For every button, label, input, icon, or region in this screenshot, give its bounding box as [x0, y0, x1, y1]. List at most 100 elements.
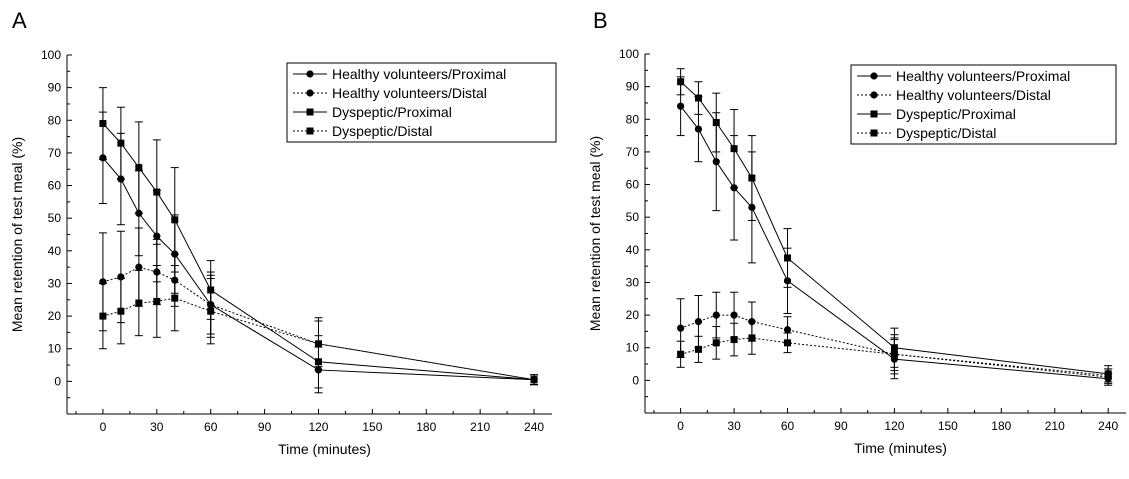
legend-marker	[306, 108, 314, 116]
y-tick-label: 10	[626, 341, 640, 355]
data-point	[530, 376, 538, 384]
y-tick-label: 70	[48, 146, 62, 160]
x-tick-label: 240	[524, 420, 544, 434]
y-tick-label: 100	[41, 48, 61, 62]
y-tick-label: 0	[54, 374, 61, 388]
series-line	[680, 81, 1109, 375]
y-tick-label: 0	[632, 373, 639, 387]
x-tick-label: 0	[100, 420, 107, 434]
x-tick-label: 240	[1098, 419, 1118, 433]
panel-b: B 0 10 20 30 40 50 60 70 80 90 100 0 30 60 90 120 150 180 2…	[587, 8, 1126, 456]
data-point	[207, 307, 215, 315]
y-tick-label: 100	[619, 47, 639, 61]
legend: Healthy volunteers/Proximal Healthy volun…	[286, 62, 557, 143]
data-point	[117, 139, 125, 147]
series-3	[98, 265, 539, 386]
data-point	[712, 339, 720, 347]
data-point	[677, 78, 685, 86]
panel-letter: B	[593, 8, 608, 33]
y-tick-label: 90	[48, 81, 62, 95]
x-tick-label: 30	[150, 420, 164, 434]
data-point	[890, 350, 898, 358]
legend-marker	[870, 72, 878, 80]
y-tick-label: 40	[48, 244, 62, 258]
y-tick-label: 50	[48, 211, 62, 225]
y-tick-label: 50	[626, 210, 640, 224]
y-tick-label: 40	[626, 243, 640, 257]
data-point	[314, 340, 322, 348]
data-point	[730, 336, 738, 344]
data-point	[694, 125, 703, 133]
legend-marker	[306, 89, 314, 97]
legend-box	[850, 64, 1117, 145]
data-point	[694, 318, 703, 326]
legend-label: Dyspeptic/Proximal	[896, 106, 1016, 122]
y-tick-label: 80	[626, 112, 640, 126]
x-axis-title: Time (minutes)	[278, 441, 371, 457]
data-point	[135, 299, 143, 307]
panel-letter: A	[12, 8, 27, 33]
data-point	[171, 294, 179, 302]
x-tick-label: 150	[938, 419, 958, 433]
data-point	[153, 297, 161, 305]
x-tick-label: 120	[884, 419, 904, 433]
y-tick-label: 30	[626, 275, 640, 289]
y-axis-title: Mean retention of test meal (%)	[587, 136, 603, 331]
legend: Healthy volunteers/Proximal Healthy volun…	[850, 64, 1117, 145]
y-tick-label: 70	[626, 145, 640, 159]
x-tick-label: 180	[991, 419, 1011, 433]
y-tick-label: 20	[626, 308, 640, 322]
x-tick-label: 90	[834, 419, 848, 433]
data-point	[694, 94, 702, 102]
data-point	[135, 164, 143, 172]
x-tick-label: 60	[204, 420, 218, 434]
data-point	[1104, 371, 1112, 379]
data-point	[99, 120, 107, 128]
data-point	[677, 350, 685, 358]
y-tick-label: 30	[48, 276, 62, 290]
legend-marker	[870, 91, 878, 99]
x-tick-label: 210	[470, 420, 490, 434]
data-point	[677, 324, 685, 332]
data-point	[784, 254, 792, 262]
legend-label: Healthy volunteers/Distal	[332, 85, 487, 101]
x-axis-title: Time (minutes)	[854, 440, 947, 456]
x-tick-label: 180	[416, 420, 436, 434]
data-point	[153, 188, 161, 196]
series-line	[680, 105, 1109, 380]
data-point	[784, 339, 792, 347]
legend-marker	[306, 127, 314, 135]
data-point	[730, 145, 738, 153]
legend-label: Healthy volunteers/Distal	[896, 87, 1051, 103]
data-point	[99, 312, 107, 320]
data-point	[677, 102, 685, 110]
y-tick-label: 10	[48, 342, 62, 356]
x-tick-label: 90	[258, 420, 272, 434]
data-point	[712, 311, 720, 319]
y-tick-label: 20	[48, 309, 62, 323]
data-point	[748, 174, 756, 182]
data-point	[712, 158, 720, 166]
x-tick-label: 150	[362, 420, 382, 434]
series-3	[676, 321, 1113, 383]
legend-marker	[870, 110, 878, 118]
panel-a: A 0 10 20 30 40 50 60 70 80 90 100 0 30 60 90 120 150 180 2…	[9, 8, 557, 457]
y-tick-label: 90	[626, 80, 640, 94]
legend-marker	[870, 129, 878, 137]
data-point	[730, 311, 738, 319]
series-line	[102, 123, 535, 381]
data-point	[783, 326, 792, 334]
series-line	[102, 266, 535, 381]
data-point	[712, 119, 720, 127]
x-tick-label: 120	[308, 420, 328, 434]
legend-label: Healthy volunteers/Proximal	[332, 66, 506, 82]
series-line	[680, 314, 1109, 378]
data-point	[694, 345, 702, 353]
x-tick-label: 0	[677, 419, 684, 433]
y-tick-label: 60	[48, 179, 62, 193]
legend-box	[286, 62, 557, 143]
y-axis-title: Mean retention of test meal (%)	[9, 137, 25, 332]
data-point	[117, 307, 125, 315]
series-line	[102, 157, 535, 381]
